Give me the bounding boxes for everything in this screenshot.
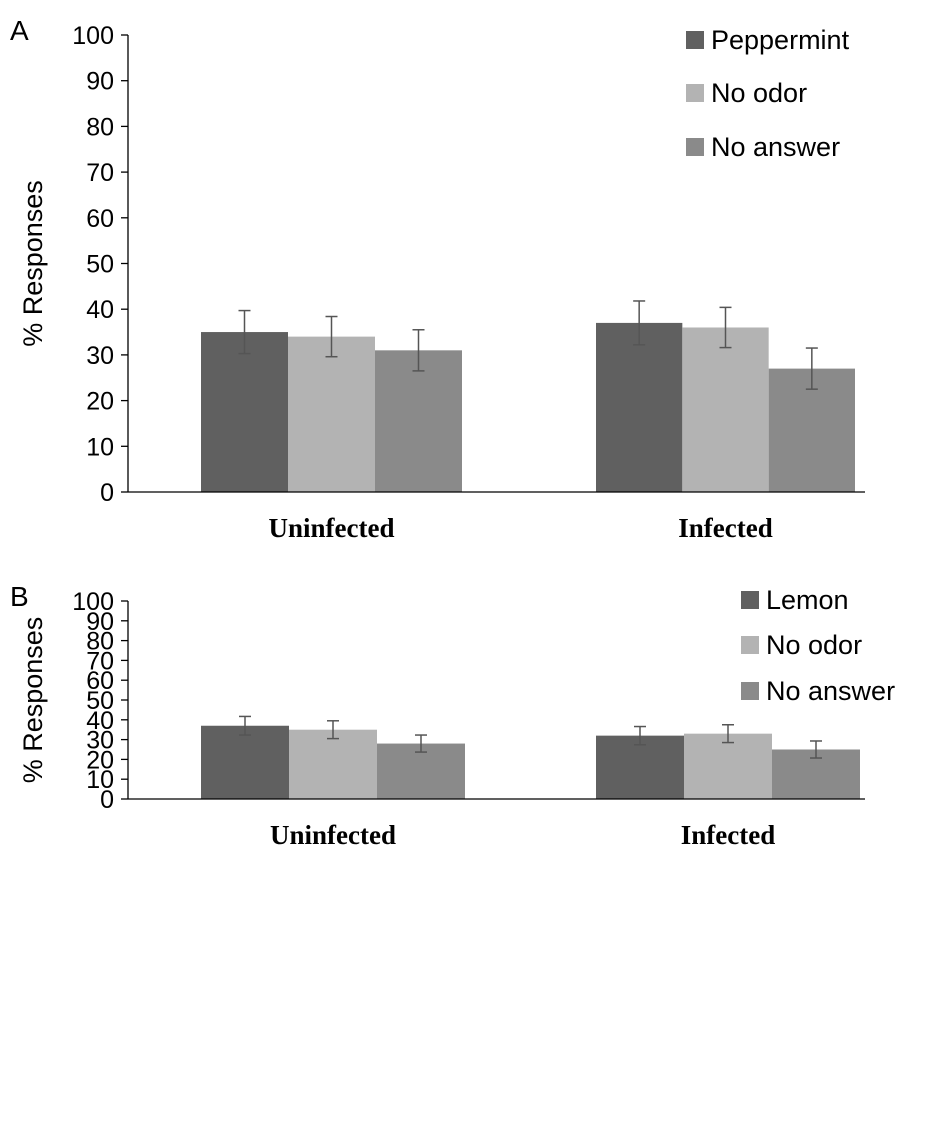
y-tick-label: 60 bbox=[86, 205, 114, 233]
y-tick-label: 70 bbox=[86, 647, 114, 675]
legend-label: No answer bbox=[766, 676, 895, 706]
error-bar bbox=[722, 724, 734, 744]
error-bar bbox=[412, 329, 425, 372]
legend: Peppermint No odor No answer bbox=[686, 25, 850, 162]
y-tick-label: 80 bbox=[86, 628, 114, 656]
bar-lemon-uninfected bbox=[201, 725, 289, 799]
bar-peppermint-infected bbox=[596, 322, 683, 492]
y-tick-label: 0 bbox=[100, 786, 114, 814]
legend-label: No answer bbox=[711, 132, 840, 162]
y-tick-label: 50 bbox=[86, 687, 114, 715]
legend: Lemon No odor No answer bbox=[741, 585, 895, 706]
y-tick-label: 50 bbox=[86, 251, 114, 279]
legend-swatch bbox=[686, 84, 704, 102]
y-tick-label: 40 bbox=[86, 707, 114, 735]
x-category-label: Uninfected bbox=[269, 513, 395, 543]
y-tick-label: 10 bbox=[86, 766, 114, 794]
y-axis-label: % Responses bbox=[18, 617, 48, 784]
y-tick-label: 90 bbox=[86, 68, 114, 96]
legend-label: No odor bbox=[766, 630, 862, 660]
x-category-label: Uninfected bbox=[270, 820, 396, 850]
panel-label: A bbox=[10, 15, 29, 46]
bar-peppermint-uninfected bbox=[201, 332, 288, 492]
error-bar bbox=[719, 306, 732, 349]
bar-no-answer-uninfected bbox=[375, 350, 462, 492]
bar-lemon-infected bbox=[596, 735, 684, 799]
y-tick-label: 60 bbox=[86, 667, 114, 695]
bar-no-odor-infected bbox=[684, 733, 772, 799]
bar-no-odor-uninfected bbox=[289, 729, 377, 799]
y-tick-label: 100 bbox=[72, 588, 114, 616]
error-bar bbox=[327, 720, 339, 740]
y-tick-label: 90 bbox=[86, 608, 114, 636]
bar-no-odor-uninfected bbox=[288, 336, 375, 492]
panel-a: A % Responses 0 10 20 30 40 50 60 70 80 90 100 Uninfe… bbox=[10, 15, 865, 543]
y-tick-label: 100 bbox=[72, 22, 114, 50]
legend-label: No odor bbox=[711, 78, 807, 108]
error-bar bbox=[810, 740, 822, 759]
x-category-label: Infected bbox=[681, 820, 775, 850]
y-tick-label: 40 bbox=[86, 296, 114, 324]
bar-no-odor-infected bbox=[682, 327, 769, 492]
legend-label: Lemon bbox=[766, 585, 849, 615]
legend-label: Peppermint bbox=[711, 25, 850, 55]
legend-swatch bbox=[741, 682, 759, 700]
y-tick-label: 30 bbox=[86, 342, 114, 370]
y-axis-label: % Responses bbox=[18, 180, 48, 347]
y-tick-label: 30 bbox=[86, 727, 114, 755]
error-bar bbox=[805, 347, 818, 390]
y-tick-label: 10 bbox=[86, 433, 114, 461]
error-bar bbox=[238, 309, 251, 355]
legend-swatch bbox=[686, 31, 704, 49]
y-tick-label: 70 bbox=[86, 159, 114, 187]
y-tick-label: 0 bbox=[100, 479, 114, 507]
error-bar bbox=[325, 315, 338, 358]
error-bar bbox=[633, 300, 646, 346]
panel-label: B bbox=[10, 581, 29, 612]
legend-swatch bbox=[741, 591, 759, 609]
legend-swatch bbox=[741, 636, 759, 654]
error-bar bbox=[634, 725, 646, 746]
error-bar bbox=[415, 734, 427, 753]
y-tick-label: 20 bbox=[86, 388, 114, 416]
x-category-label: Infected bbox=[678, 513, 772, 543]
legend-swatch bbox=[686, 138, 704, 156]
error-bar bbox=[239, 715, 251, 736]
y-tick-label: 80 bbox=[86, 113, 114, 141]
y-tick-label: 20 bbox=[86, 746, 114, 774]
